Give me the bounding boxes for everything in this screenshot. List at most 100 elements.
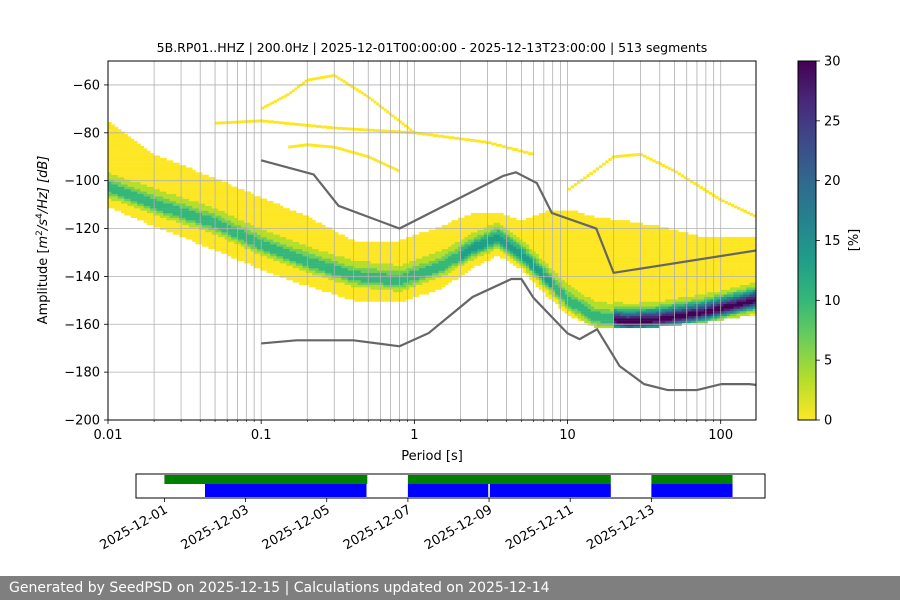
heatmap-cell [133, 160, 138, 163]
heatmap-cell [538, 260, 543, 264]
heatmap-cell [551, 277, 556, 281]
heatmap-cell [166, 212, 170, 216]
heatmap-cell [308, 234, 313, 238]
heatmap-cell [166, 181, 170, 185]
heatmap-cell [325, 263, 329, 266]
heatmap-cell [386, 241, 391, 245]
heatmap-cell [328, 268, 332, 271]
heatmap-cell [201, 210, 206, 214]
heatmap-cell [189, 229, 193, 233]
heatmap-cell [234, 210, 238, 214]
heatmap-cell [610, 258, 614, 262]
heatmap-cell [237, 222, 242, 226]
heatmap-cell [120, 148, 125, 151]
heatmap-cell [555, 301, 559, 305]
heatmap-cell [406, 268, 410, 271]
heatmap-cell [525, 217, 530, 221]
heatmap-cell [606, 232, 611, 235]
heatmap-cell [159, 222, 164, 226]
heatmap-cell [535, 253, 540, 257]
heatmap-cell [454, 222, 459, 226]
heatmap-cell [195, 191, 200, 195]
heatmap-cell [363, 246, 368, 250]
heatmap-cell [555, 282, 559, 285]
heatmap-cell [594, 315, 598, 319]
heatmap-cell [169, 203, 174, 206]
heatmap-cell [347, 251, 352, 254]
heatmap-cell [341, 284, 345, 288]
heatmap-cell [146, 212, 151, 216]
heatmap-cell [237, 193, 242, 197]
heatmap-cell [564, 244, 569, 247]
heatmap-cell [247, 205, 251, 209]
heatmap-cell [623, 256, 627, 259]
heatmap-cell [114, 157, 119, 161]
heatmap-cell [590, 301, 595, 305]
heatmap-cell [208, 236, 213, 240]
heatmap-cell [127, 148, 132, 151]
heatmap-cell [506, 222, 511, 226]
heatmap-cell [172, 222, 177, 226]
heatmap-cell [299, 256, 303, 259]
heatmap-cell [328, 253, 332, 257]
heatmap-cell [451, 222, 456, 226]
heatmap-cell [286, 234, 290, 238]
heatmap-cell [415, 272, 420, 276]
heatmap-cell [150, 201, 154, 204]
heatmap-cell [156, 217, 161, 221]
heatmap-cell [461, 251, 465, 254]
heatmap-cell [529, 272, 533, 276]
heatmap-cell [263, 210, 268, 214]
heatmap-cell [613, 320, 618, 324]
heatmap-cell [464, 239, 469, 242]
heatmap-cell [600, 268, 605, 271]
heatmap-cell [568, 282, 572, 285]
heatmap-cell [159, 184, 164, 187]
heatmap-cell [143, 155, 148, 159]
heatmap-cell [590, 215, 595, 218]
heatmap-cell [295, 256, 300, 259]
heatmap-cell [108, 150, 112, 154]
heatmap-cell [117, 167, 122, 171]
heatmap-cell [594, 241, 598, 245]
heatmap-cell [302, 232, 307, 235]
heatmap-cell [444, 234, 449, 238]
heatmap-cell [467, 256, 472, 259]
heatmap-cell [276, 270, 281, 274]
heatmap-cell [548, 236, 553, 240]
heatmap-cell [538, 265, 543, 269]
heatmap-cell [477, 220, 481, 223]
heatmap-cell [386, 253, 391, 257]
heatmap-cell [464, 229, 469, 233]
heatmap-cell [603, 265, 608, 269]
heatmap-cell [636, 291, 640, 295]
heatmap-cell [629, 299, 634, 302]
heatmap-cell [386, 263, 391, 266]
heatmap-cell [509, 260, 514, 264]
heatmap-cell [146, 217, 151, 221]
heatmap-cell [623, 253, 627, 257]
heatmap-cell [338, 294, 342, 297]
heatmap-cell [150, 172, 154, 175]
heatmap-cell [214, 203, 219, 206]
heatmap-cell [606, 303, 611, 307]
heatmap-cell [623, 220, 627, 223]
heatmap-cell [636, 320, 640, 324]
heatmap-cell [577, 224, 582, 228]
heatmap-cell [532, 268, 537, 271]
heatmap-cell [396, 241, 400, 245]
heatmap-cell [577, 234, 582, 238]
heatmap-cell [357, 256, 362, 259]
heatmap-cell [639, 272, 643, 276]
heatmap-cell [551, 229, 556, 233]
heatmap-cell [548, 277, 553, 281]
heatmap-cell [185, 201, 190, 204]
heatmap-cell [270, 248, 274, 252]
heatmap-cell [496, 244, 501, 247]
heatmap-cell [347, 289, 352, 293]
heatmap-cell [231, 215, 235, 218]
heatmap-cell [435, 244, 439, 247]
heatmap-cell [240, 253, 245, 257]
heatmap-cell [253, 258, 258, 262]
heatmap-cell [503, 236, 507, 240]
